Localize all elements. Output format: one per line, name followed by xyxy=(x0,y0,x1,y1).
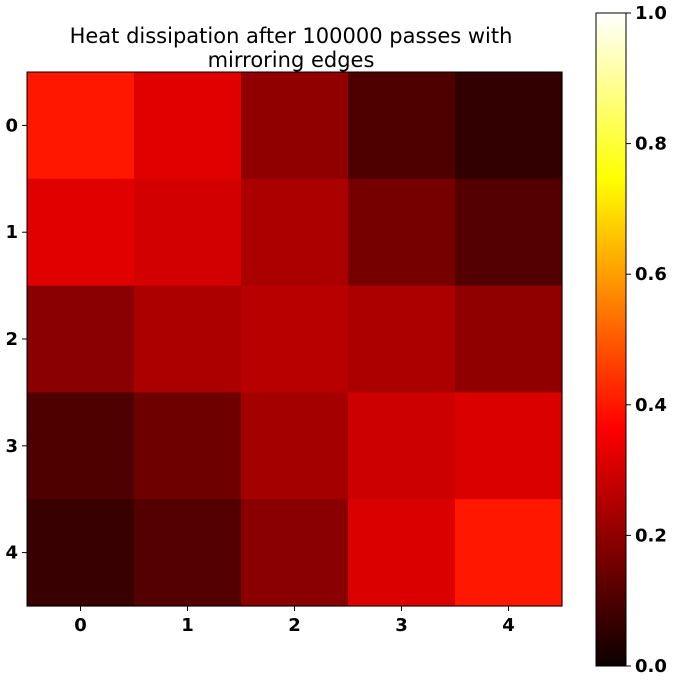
colorbar-tick-label-1: 0.2 xyxy=(635,525,667,546)
heatmap-cell-2-2 xyxy=(241,285,349,393)
chart-title: Heat dissipation after 100000 passes wit… xyxy=(70,24,513,72)
heatmap-cell-3-1 xyxy=(134,392,242,500)
x-tick-label-1: 1 xyxy=(181,615,194,636)
heatmap-cell-0-0 xyxy=(27,72,135,180)
heatmap-cell-2-3 xyxy=(348,285,456,393)
chart-title-line-1: Heat dissipation after 100000 passes wit… xyxy=(70,24,513,48)
heatmap-cell-1-2 xyxy=(241,178,349,287)
y-tick-label-2: 2 xyxy=(5,329,18,350)
x-tick-label-4: 4 xyxy=(502,615,515,636)
colorbar-ticks: 0.0 0.2 0.4 0.6 0.8 1.0 xyxy=(626,3,667,677)
x-tick-label-0: 0 xyxy=(74,615,87,636)
colorbar-tick-label-3: 0.6 xyxy=(635,264,667,285)
colorbar-frame xyxy=(595,12,627,667)
colorbar-tick-label-4: 0.8 xyxy=(635,134,667,155)
heatmap-cell-0-2 xyxy=(241,72,349,180)
heatmap-cell-3-3 xyxy=(348,392,456,500)
heatmap-cell-2-4 xyxy=(455,285,563,393)
colorbar-tick-label-0: 0.0 xyxy=(635,656,667,677)
heatmap-cell-2-1 xyxy=(134,285,242,393)
heatmap-cell-0-1 xyxy=(134,72,242,180)
heatmap-grid xyxy=(27,72,563,607)
heatmap-cell-4-1 xyxy=(134,499,242,607)
heatmap-cell-4-4 xyxy=(455,499,563,607)
heatmap-cell-4-3 xyxy=(348,499,456,607)
y-tick-label-0: 0 xyxy=(5,115,18,136)
heatmap-cell-1-3 xyxy=(348,178,456,287)
heatmap-cell-1-4 xyxy=(455,178,563,287)
y-tick-label-1: 1 xyxy=(5,222,18,243)
colorbar-gradient xyxy=(596,13,626,666)
heatmap-cell-1-1 xyxy=(134,178,242,287)
heatmap-cell-4-2 xyxy=(241,499,349,607)
y-tick-label-4: 4 xyxy=(5,543,18,564)
y-tick-label-3: 3 xyxy=(5,436,18,457)
colorbar-tick-label-5: 1.0 xyxy=(635,3,667,24)
heatmap-cell-2-0 xyxy=(27,285,135,393)
x-axis: 0 1 2 3 4 xyxy=(74,606,515,636)
x-tick-label-3: 3 xyxy=(395,615,408,636)
colorbar: 0.0 0.2 0.4 0.6 0.8 1.0 xyxy=(595,3,667,677)
heatmap-cell-4-0 xyxy=(27,499,135,607)
chart-title-line-2: mirroring edges xyxy=(208,48,375,72)
heatmap-cell-0-4 xyxy=(455,72,563,180)
heatmap-cell-3-2 xyxy=(241,392,349,500)
x-tick-label-2: 2 xyxy=(288,615,301,636)
colorbar-tick-label-2: 0.4 xyxy=(635,395,667,416)
heatmap-cell-3-4 xyxy=(455,392,563,500)
y-axis: 0 1 2 3 4 xyxy=(5,115,27,564)
heatmap-cell-0-3 xyxy=(348,72,456,180)
heatmap-cell-3-0 xyxy=(27,392,135,500)
heatmap-cell-1-0 xyxy=(27,178,135,287)
